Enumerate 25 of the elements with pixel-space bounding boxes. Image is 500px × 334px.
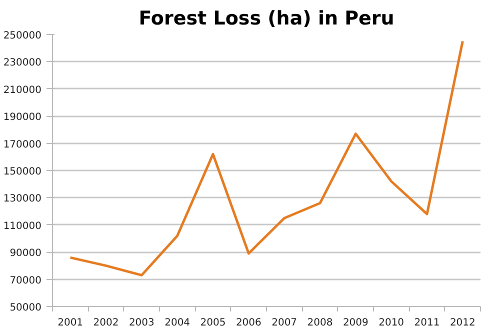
y-tick-label: 110000 — [3, 220, 42, 232]
x-tick-label: 2002 — [93, 318, 119, 328]
x-tick-label: 2005 — [200, 318, 226, 328]
y-tick-label: 190000 — [3, 112, 42, 124]
x-tick-label: 2009 — [342, 318, 368, 328]
x-tick-label: 2003 — [128, 318, 154, 328]
x-tick-label: 2012 — [450, 318, 476, 328]
x-tick-label: 2006 — [236, 318, 262, 328]
x-tick-label: 2001 — [58, 318, 84, 328]
x-tick-label: 2011 — [414, 318, 440, 328]
x-tick-label: 2004 — [164, 318, 190, 328]
y-tick-label: 50000 — [10, 302, 42, 314]
y-tick-label: 70000 — [10, 275, 42, 286]
x-tick-label: 2010 — [378, 318, 404, 328]
chart-title: Forest Loss (ha) in Peru — [138, 8, 394, 30]
y-tick-label: 130000 — [3, 194, 42, 205]
x-tick-label: 2008 — [307, 318, 333, 328]
y-tick-label: 250000 — [3, 30, 42, 42]
y-tick-label: 90000 — [10, 248, 42, 260]
y-tick-label: 210000 — [3, 84, 42, 96]
x-tick-label: 2007 — [272, 318, 298, 328]
y-tick-label: 170000 — [3, 139, 42, 150]
y-tick-label: 150000 — [3, 166, 42, 178]
line-series — [69, 40, 464, 276]
y-tick-label: 230000 — [3, 58, 42, 69]
